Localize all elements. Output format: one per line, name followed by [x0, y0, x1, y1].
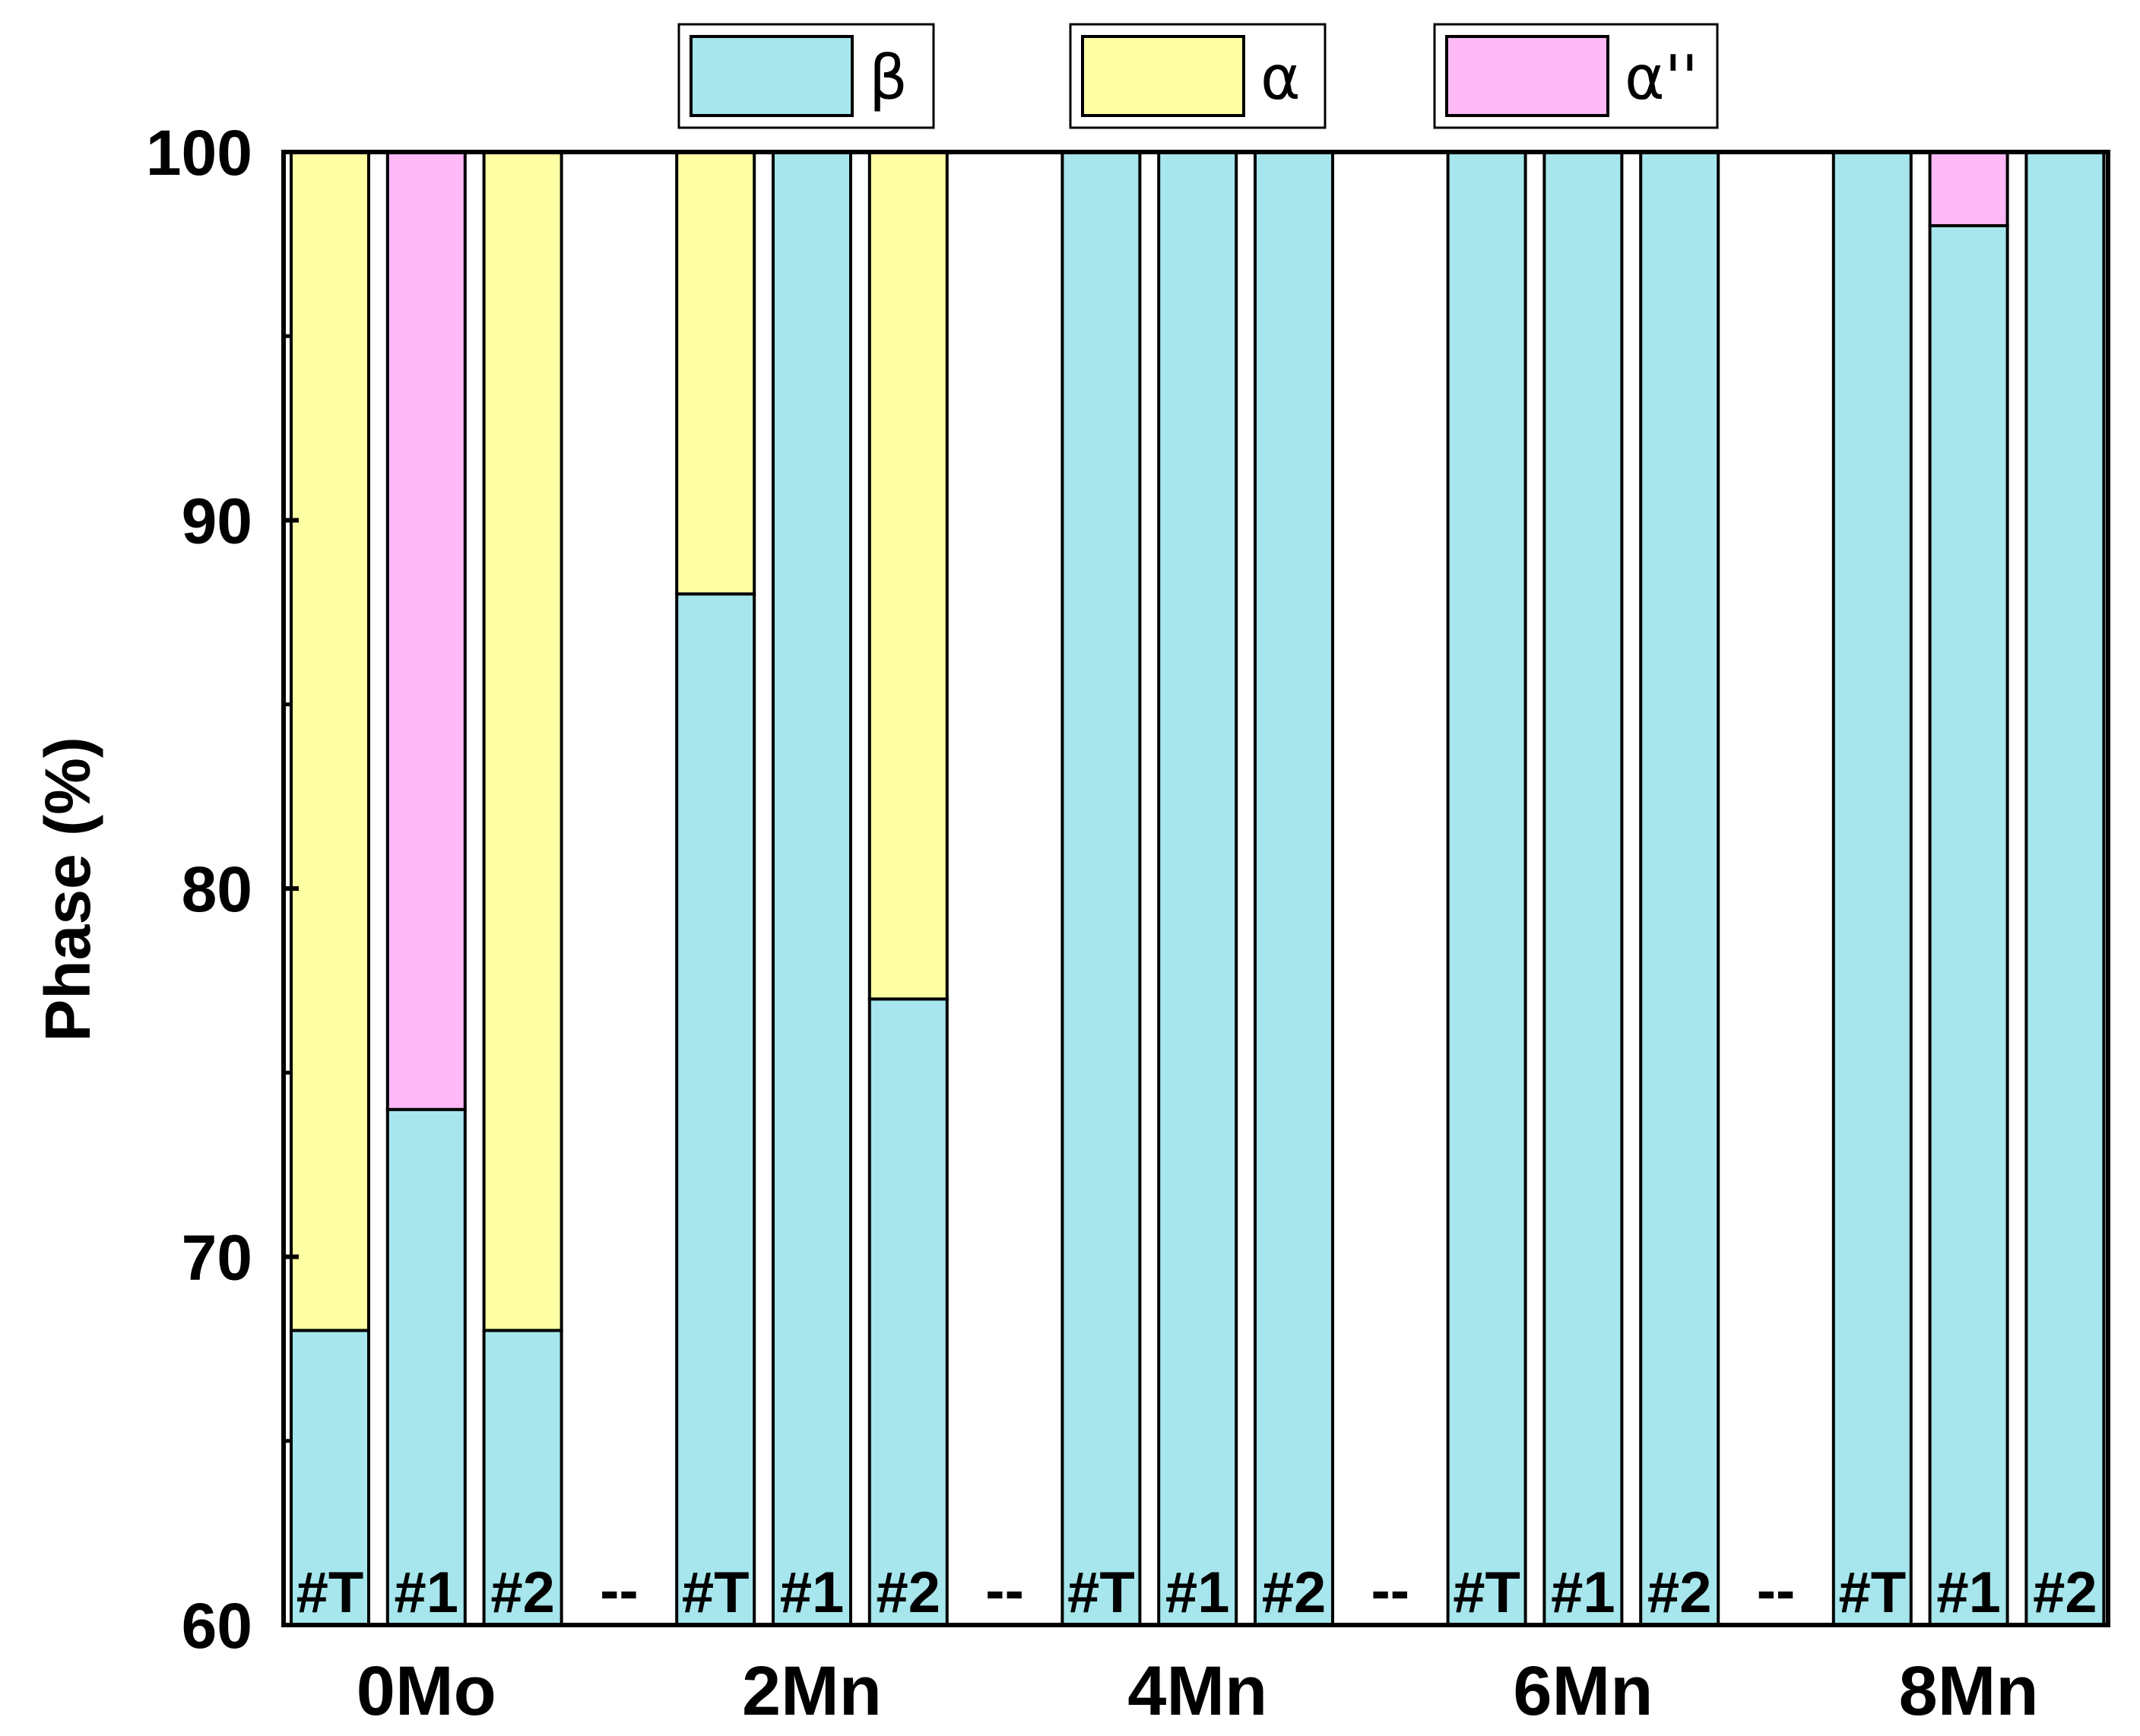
- group-label-4mn: 4Mn: [1127, 1652, 1267, 1730]
- legend-swatch-beta: [690, 35, 854, 117]
- y-tick-label-100: 100: [146, 117, 252, 188]
- bar-segment-beta-3: [482, 1329, 563, 1627]
- bar-label-5: #1: [780, 1560, 845, 1625]
- y-tick-label-70: 70: [182, 1222, 252, 1294]
- bar-label-15: #2: [2033, 1560, 2097, 1625]
- bar-label-13: #T: [1838, 1560, 1906, 1625]
- group-label-2mn: 2Mn: [742, 1652, 882, 1730]
- legend-label-alpha: α: [1260, 43, 1301, 113]
- legend: β α α'': [677, 23, 1719, 129]
- y-tick-label-90: 90: [182, 486, 252, 557]
- group-separator-2: --: [985, 1558, 1024, 1623]
- bar-label-11: #1: [1551, 1560, 1615, 1625]
- bar-segment-beta-7: [1060, 150, 1142, 1627]
- bar-segment-beta-10: [1446, 150, 1527, 1627]
- group-label-0mo: 0Mo: [357, 1652, 496, 1730]
- bar-segment-beta-14: [1928, 223, 2009, 1627]
- bar-label-2: #1: [395, 1560, 459, 1625]
- bar-segment-beta-15: [2024, 150, 2106, 1627]
- bar-segment-beta-1: [290, 1329, 370, 1627]
- bar-segment-beta-2: [385, 1107, 467, 1627]
- bars-layer: [290, 150, 2106, 1627]
- y-axis-label: Phase (%): [32, 737, 103, 1041]
- group-separator-1: --: [600, 1558, 639, 1623]
- group-separator-3: --: [1371, 1558, 1409, 1623]
- bar-label-12: #2: [1647, 1560, 1712, 1625]
- y-tick-label-60: 60: [182, 1590, 252, 1662]
- bar-segment-beta-5: [772, 150, 852, 1627]
- bar-segment-alpha-6: [867, 150, 949, 1001]
- bar-label-7: #T: [1067, 1560, 1135, 1625]
- bar-segment-beta-8: [1157, 150, 1238, 1627]
- y-axis: 60 70 80 90 100: [146, 117, 299, 1662]
- group-label-8mn: 8Mn: [1899, 1652, 2039, 1730]
- legend-label-alpha-double-prime: α'': [1625, 43, 1698, 113]
- group-label-6mn: 6Mn: [1513, 1652, 1653, 1730]
- bar-label-9: #2: [1262, 1560, 1327, 1625]
- legend-swatch-alpha-double-prime: [1445, 35, 1609, 117]
- bar-label-3: #2: [490, 1560, 555, 1625]
- legend-swatch-alpha: [1081, 35, 1245, 117]
- bar-label-8: #1: [1165, 1560, 1230, 1625]
- bar-label-10: #T: [1453, 1560, 1520, 1625]
- group-separator-4: --: [1757, 1558, 1796, 1623]
- y-tick-label-80: 80: [182, 854, 252, 925]
- overlay-layer: #T #1 #2 #T #1 #2 #T #1 #2 #T #1 #2 #T #1 #2 0Mo -- 2Mn --…: [296, 1558, 2097, 1730]
- legend-label-beta: β: [869, 43, 908, 113]
- bar-label-4: #T: [682, 1560, 750, 1625]
- bar-segment-alpha-3: [482, 150, 563, 1332]
- bar-label-14: #1: [1936, 1560, 2001, 1625]
- bar-segment-beta-12: [1639, 150, 1720, 1627]
- bar-segment-beta-4: [675, 592, 756, 1627]
- bar-label-1: #T: [296, 1560, 364, 1625]
- bar-segment-beta-6: [867, 997, 949, 1627]
- bar-segment-alpha-double-prime-2: [385, 150, 467, 1111]
- bar-segment-beta-11: [1542, 150, 1624, 1627]
- bar-segment-alpha-4: [675, 150, 756, 596]
- bar-segment-alpha-1: [290, 150, 370, 1332]
- bar-label-6: #2: [877, 1560, 941, 1625]
- bar-segment-beta-13: [1831, 150, 1913, 1627]
- bar-segment-alpha-double-prime-14: [1928, 150, 2009, 227]
- bar-segment-beta-9: [1254, 150, 1334, 1627]
